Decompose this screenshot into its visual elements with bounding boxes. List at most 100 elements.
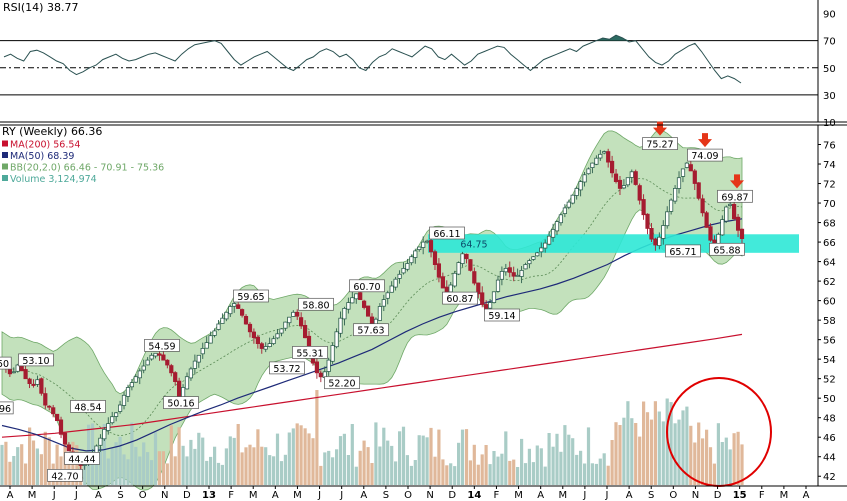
annotation-label: 66.11 (433, 229, 460, 240)
annotation-box (665, 244, 701, 258)
volume-bar (264, 447, 268, 485)
volume-bar (445, 465, 449, 485)
price-annotation: 42.70 (47, 469, 83, 482)
volume-bar (504, 431, 508, 485)
candle-body (421, 241, 426, 248)
price-panel: 53.10 48.54 54.59 50.16 59.65 53.72 58.80 55.31… (0, 121, 847, 491)
volume-bar (28, 427, 32, 485)
volume-bar (16, 447, 20, 485)
candle-body (724, 206, 729, 222)
volume-bar (138, 456, 142, 485)
candle-body (102, 428, 107, 440)
annotation-box (717, 189, 753, 203)
candle-body (673, 187, 678, 202)
candle-body (436, 263, 442, 278)
candle-body (169, 365, 174, 374)
annotation-box (292, 346, 328, 359)
volume-bar (661, 421, 665, 485)
volume-bar (386, 440, 390, 485)
candle-body (283, 321, 288, 329)
volume-bar (358, 450, 362, 485)
candle-body (27, 378, 32, 384)
candle-body (590, 162, 595, 169)
annotation-label: 53.10 (22, 356, 49, 367)
price-tick-label: 70 (823, 199, 836, 210)
candle-body (720, 219, 725, 236)
volume-bar (697, 422, 701, 485)
volume-bar (586, 427, 591, 485)
volume-bar (197, 432, 201, 485)
volume-bar (527, 448, 531, 485)
annotation-box (269, 361, 305, 375)
rsi-legend: RSI(14) 38.77 (3, 1, 78, 14)
price-tick-label: 46 (823, 433, 836, 444)
candle-body (535, 252, 540, 257)
x-tick-label: J (74, 490, 78, 501)
candle-body (66, 444, 71, 452)
x-tick-label: M (249, 490, 258, 501)
candle-body (212, 330, 217, 336)
x-tick-label: A (272, 490, 279, 501)
candle-body (649, 227, 654, 240)
candle-body (657, 236, 662, 246)
volume-bar (362, 440, 366, 485)
volume-bar (213, 446, 217, 485)
candle-body (361, 300, 367, 308)
price-tick-label: 64 (823, 258, 836, 269)
volume-bar (677, 419, 681, 485)
price-tick-label: 50 (823, 394, 836, 405)
volume-bar (425, 437, 429, 485)
volume-bar (350, 424, 354, 485)
volume-bar (275, 433, 280, 485)
x-tick-label: M (514, 490, 523, 501)
candle-body (460, 253, 465, 265)
volume-bar (106, 458, 110, 485)
x-tick-label: N (161, 490, 168, 501)
candle-body (15, 364, 20, 372)
candle-body (444, 286, 449, 293)
legend-swatch (2, 175, 8, 181)
volume-bar (35, 448, 39, 485)
annotation-label: 48.54 (74, 402, 101, 413)
candle-body (255, 336, 261, 345)
candle-body (554, 221, 560, 232)
price-annotation: 53.10 (18, 353, 54, 367)
candle-body (98, 437, 103, 446)
annotation-label: 59.14 (488, 311, 515, 322)
annotation-box (163, 396, 199, 409)
candle-body (291, 311, 296, 317)
volume-bar (177, 427, 181, 485)
volume-bar (405, 455, 409, 485)
candle-body (495, 279, 501, 292)
volume-bar (8, 461, 12, 485)
legend-entry: BB(20,2.0) 66.46 - 70.91 - 75.36 (10, 163, 164, 174)
annotation-box (233, 289, 269, 303)
price-annotation: 55.31 (292, 346, 328, 359)
candle-body (369, 316, 375, 325)
candle-body (208, 335, 213, 344)
candle-body (55, 413, 60, 421)
volume-bar (547, 433, 551, 485)
candle-body (153, 352, 158, 357)
volume-bar (189, 439, 193, 485)
candle-body (114, 412, 119, 417)
candle-body (236, 304, 241, 309)
volume-bar (563, 425, 567, 485)
volume-bar (460, 429, 465, 485)
legend-swatch (2, 152, 8, 158)
candle-body (523, 264, 528, 270)
candle-body (401, 267, 406, 274)
x-tick-label: D (183, 490, 191, 501)
volume-bar (417, 435, 421, 485)
price-annotation: 75.27 (642, 137, 678, 151)
volume-bar (201, 437, 205, 485)
volume-bar (98, 447, 102, 485)
candle-body (594, 157, 599, 165)
candle-body (570, 194, 575, 204)
band-label: 64.75 (460, 240, 487, 251)
price-annotation: 44.44 (64, 452, 100, 465)
price-annotation: 57.63 (353, 323, 389, 337)
candle-body (318, 372, 323, 378)
candle-body (118, 404, 123, 412)
